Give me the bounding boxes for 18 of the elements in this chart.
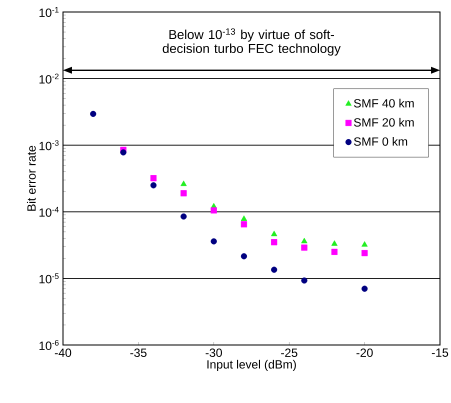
y-tick-label: 10$^{-5}$ <box>40 273 59 284</box>
x-axis-title: Input level (dBm) <box>207 360 296 371</box>
legend-label: SMF 0 km <box>354 137 408 146</box>
y-tick-label: 10$^{-3}$ <box>40 140 59 150</box>
y-tick-label: 10$^{-6}$ <box>40 340 59 350</box>
x-tick-label: -30 <box>206 348 222 357</box>
y-tick-label: 10$^{-4}$ <box>40 206 59 217</box>
x-tick-label: -20 <box>356 348 373 357</box>
legend-label: SMF 20 km <box>354 118 414 127</box>
y-tick-label: 10$^{-1}$ <box>40 7 59 17</box>
x-tick-label: -25 <box>281 348 298 357</box>
x-tick-label: -15 <box>432 348 448 357</box>
y-tick-label: 10$^{-2}$ <box>40 74 59 84</box>
x-tick-label: -35 <box>130 348 147 357</box>
annotation: Below 10$^{-13}$ by virtue of soft-decision turbo FEC technology <box>162 28 341 56</box>
y-axis-title: Bit error rate <box>26 146 36 211</box>
legend-label: SMF 40 km <box>354 98 414 108</box>
x-tick-label: -40 <box>54 348 72 357</box>
